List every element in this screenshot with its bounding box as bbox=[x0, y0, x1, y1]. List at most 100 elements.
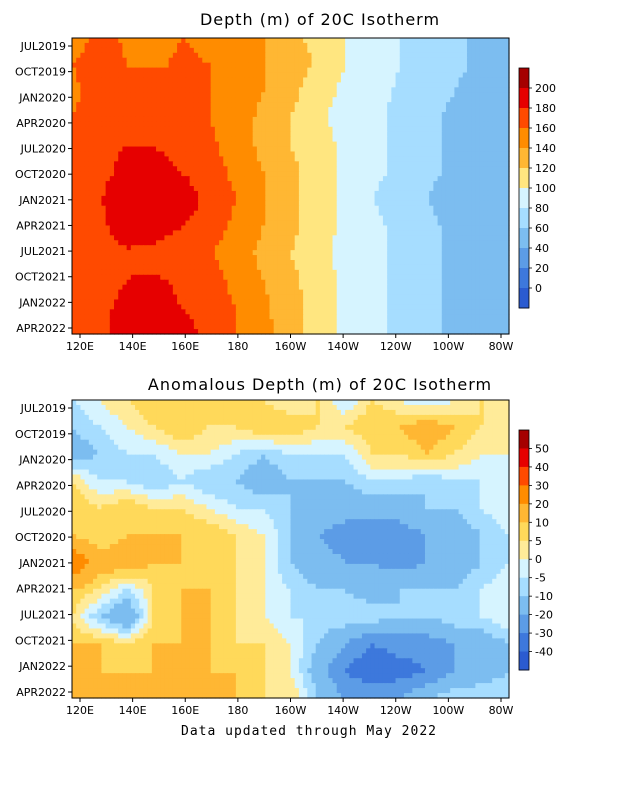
heatmap-cell bbox=[361, 151, 367, 157]
heatmap-cell bbox=[382, 255, 388, 261]
heatmap-cell bbox=[93, 200, 98, 207]
heatmap-cell bbox=[429, 121, 434, 128]
heatmap-cell bbox=[496, 176, 502, 182]
heatmap-cell bbox=[114, 57, 119, 64]
heatmap-cell bbox=[357, 131, 363, 138]
heatmap-cell bbox=[437, 264, 443, 271]
heatmap-cell bbox=[492, 230, 497, 236]
heatmap-cell bbox=[340, 225, 346, 231]
heatmap-cell bbox=[429, 87, 434, 93]
heatmap-cell bbox=[269, 245, 275, 251]
heatmap-cell bbox=[164, 62, 170, 69]
heatmap-cell bbox=[248, 255, 254, 261]
heatmap-cell bbox=[156, 255, 161, 261]
heatmap-cell bbox=[160, 136, 166, 143]
heatmap-cell bbox=[76, 107, 81, 113]
heatmap-cell bbox=[458, 87, 464, 93]
heatmap-cell bbox=[214, 269, 220, 276]
heatmap-cell bbox=[479, 131, 485, 138]
heatmap-cell bbox=[303, 57, 308, 64]
heatmap-cell bbox=[454, 38, 460, 44]
heatmap-cell bbox=[307, 240, 313, 246]
heatmap-cell bbox=[72, 181, 77, 187]
heatmap-cell bbox=[416, 57, 422, 64]
heatmap-cell bbox=[500, 47, 506, 54]
heatmap-cell bbox=[420, 186, 426, 192]
heatmap-cell bbox=[206, 77, 212, 83]
heatmap-cell bbox=[135, 255, 140, 261]
heatmap-cell bbox=[286, 87, 292, 93]
heatmap-cell bbox=[105, 77, 111, 83]
heatmap-cell bbox=[168, 126, 174, 133]
heatmap-cell bbox=[332, 240, 338, 246]
heatmap-cell bbox=[408, 47, 413, 54]
heatmap-cell bbox=[202, 220, 208, 227]
heatmap-cell bbox=[496, 92, 502, 98]
heatmap-cell bbox=[130, 166, 136, 172]
heatmap-cell bbox=[353, 146, 359, 153]
heatmap-cell bbox=[487, 121, 493, 128]
heatmap-cell bbox=[433, 240, 439, 246]
heatmap-cell bbox=[324, 82, 329, 88]
heatmap-cell bbox=[206, 57, 212, 64]
heatmap-cell bbox=[273, 166, 279, 172]
heatmap-cell bbox=[198, 210, 203, 217]
heatmap-cell bbox=[219, 102, 224, 108]
heatmap-cell bbox=[109, 195, 115, 202]
heatmap-cell bbox=[378, 97, 384, 103]
heatmap-cell bbox=[357, 171, 363, 177]
heatmap-cell bbox=[294, 112, 300, 118]
heatmap-cell bbox=[378, 82, 384, 88]
heatmap-cell bbox=[265, 82, 271, 88]
heatmap-cell bbox=[97, 97, 103, 103]
heatmap-cell bbox=[269, 186, 275, 192]
heatmap-cell bbox=[504, 67, 510, 74]
heatmap-cell bbox=[240, 181, 245, 187]
heatmap-cell bbox=[429, 264, 434, 271]
heatmap-cell bbox=[206, 235, 212, 241]
heatmap-cell bbox=[315, 38, 321, 44]
heatmap-cell bbox=[93, 77, 98, 83]
heatmap-cell bbox=[466, 161, 472, 167]
heatmap-cell bbox=[198, 171, 203, 177]
heatmap-cell bbox=[206, 166, 212, 172]
heatmap-cell bbox=[361, 181, 367, 187]
heatmap-cell bbox=[336, 230, 342, 236]
heatmap-cell bbox=[265, 77, 271, 83]
heatmap-cell bbox=[475, 176, 481, 182]
heatmap-cell bbox=[84, 225, 90, 231]
heatmap-cell bbox=[193, 116, 199, 123]
heatmap-cell bbox=[122, 220, 128, 227]
heatmap-cell bbox=[181, 77, 187, 83]
heatmap-cell bbox=[109, 62, 115, 69]
heatmap-cell bbox=[214, 52, 220, 59]
heatmap-cell bbox=[294, 116, 300, 123]
heatmap-cell bbox=[466, 205, 472, 212]
heatmap-cell bbox=[345, 255, 350, 261]
heatmap-cell bbox=[88, 136, 94, 143]
heatmap-cell bbox=[206, 112, 212, 118]
heatmap-cell bbox=[303, 260, 308, 266]
heatmap-cell bbox=[256, 171, 262, 177]
heatmap-cell bbox=[277, 121, 283, 128]
heatmap-cell bbox=[244, 176, 250, 182]
heatmap-cell bbox=[214, 235, 220, 241]
heatmap-cell bbox=[483, 102, 489, 108]
heatmap-cell bbox=[445, 220, 451, 227]
heatmap-cell bbox=[332, 136, 338, 143]
heatmap-cell bbox=[441, 190, 447, 197]
heatmap-cell bbox=[214, 181, 220, 187]
heatmap-cell bbox=[231, 116, 237, 123]
heatmap-cell bbox=[290, 97, 296, 103]
heatmap-cell bbox=[315, 52, 321, 59]
heatmap-cell bbox=[97, 245, 103, 251]
heatmap-cell bbox=[160, 264, 166, 271]
heatmap-cell bbox=[466, 260, 472, 266]
heatmap-cell bbox=[450, 245, 455, 251]
heatmap-cell bbox=[479, 77, 485, 83]
heatmap-cell bbox=[206, 107, 212, 113]
heatmap-cell bbox=[273, 151, 279, 157]
heatmap-cell bbox=[143, 67, 149, 74]
heatmap-cell bbox=[370, 186, 376, 192]
heatmap-cell bbox=[80, 112, 86, 118]
